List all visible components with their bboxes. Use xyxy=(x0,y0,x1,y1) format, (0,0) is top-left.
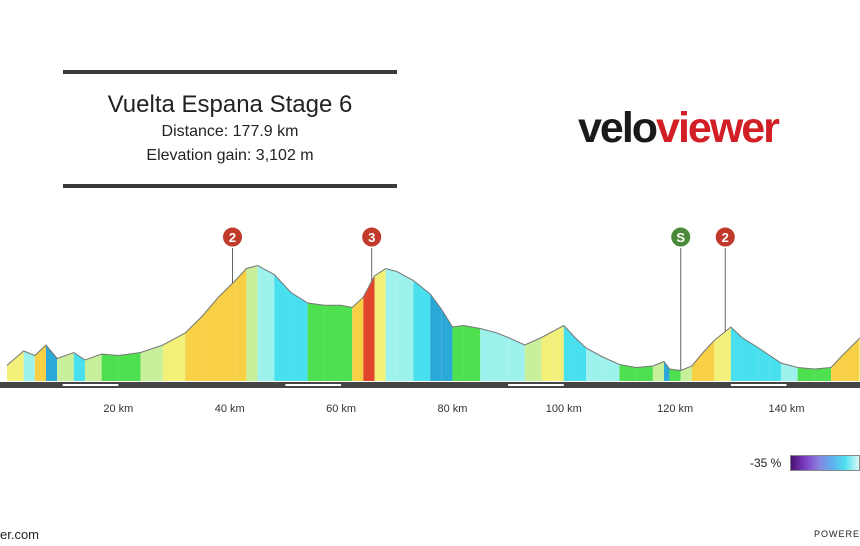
stage-title: Vuelta Espana Stage 6 xyxy=(107,91,353,118)
x-tick-label: 100 km xyxy=(546,403,582,415)
profile-segment xyxy=(84,354,102,381)
profile-segment xyxy=(307,303,325,381)
profile-segment xyxy=(636,366,653,381)
profile-segment xyxy=(758,348,770,381)
axis-stripe xyxy=(508,384,564,386)
profile-segment xyxy=(34,345,46,381)
profile-segment xyxy=(524,337,542,381)
logo-part-velo: velo xyxy=(578,104,658,152)
profile-segment xyxy=(652,361,665,381)
profile-segment xyxy=(118,352,141,381)
stage-elevation-gain: Elevation gain: 3,102 m xyxy=(146,147,314,164)
marker-label: S xyxy=(676,230,685,245)
profile-segment xyxy=(480,328,497,381)
profile-segment xyxy=(814,367,832,381)
sprint-marker xyxy=(670,226,692,248)
profile-segment xyxy=(574,337,587,381)
profile-segment xyxy=(363,276,375,381)
x-tick-label: 80 km xyxy=(437,403,467,415)
profile-segment xyxy=(669,369,681,381)
profile-segment xyxy=(246,265,258,381)
profile-outline xyxy=(6,264,860,372)
profile-segment xyxy=(385,268,397,381)
profile-segment xyxy=(162,333,186,381)
footer-site-text: er.com xyxy=(0,527,40,542)
x-tick-label: 40 km xyxy=(215,403,245,415)
profile-segment xyxy=(831,355,843,381)
gradient-legend-bar xyxy=(790,455,860,471)
profile-segment xyxy=(45,345,58,381)
profile-segment xyxy=(324,305,342,381)
x-tick-label: 120 km xyxy=(657,403,693,415)
profile-segment xyxy=(703,340,715,381)
logo-part-viewer: viewer xyxy=(656,104,780,152)
profile-segment xyxy=(413,280,431,381)
axis-stripe xyxy=(285,384,342,386)
profile-segment xyxy=(730,327,742,381)
profile-segment xyxy=(541,331,553,381)
profile-segment xyxy=(257,265,275,381)
x-tick-label: 60 km xyxy=(326,403,356,415)
profile-segment xyxy=(430,294,442,381)
profile-segment xyxy=(769,355,781,381)
gradient-legend-min-label: -35 % xyxy=(750,456,782,470)
profile-segment xyxy=(185,316,202,381)
profile-segment xyxy=(842,339,859,381)
profile-segment xyxy=(274,274,291,381)
profile-segment xyxy=(7,351,24,381)
profile-segment xyxy=(140,345,163,381)
profile-segment xyxy=(73,352,85,381)
profile-segment xyxy=(664,361,670,381)
profile-segment xyxy=(714,331,726,381)
axis-stripe xyxy=(730,384,787,386)
profile-segment xyxy=(218,280,236,381)
axis-stripe xyxy=(62,384,119,386)
profile-segment xyxy=(57,352,74,381)
profile-segment xyxy=(725,327,731,381)
profile-segment xyxy=(341,305,353,381)
profile-segment xyxy=(586,348,603,381)
profile-segment xyxy=(352,297,364,381)
profile-segment xyxy=(463,325,481,381)
marker-label: 2 xyxy=(722,230,729,245)
profile-segment xyxy=(452,325,464,381)
x-tick-label: 140 km xyxy=(768,403,804,415)
climb-category-marker xyxy=(222,226,244,248)
profile-segment xyxy=(290,292,308,381)
profile-segment xyxy=(374,268,386,381)
climb-category-marker xyxy=(714,226,736,248)
x-tick-label: 20 km xyxy=(103,403,133,415)
profile-segment xyxy=(797,367,815,381)
profile-segment xyxy=(101,354,119,381)
marker-label: 3 xyxy=(368,230,375,245)
profile-segment xyxy=(441,309,453,381)
profile-segment xyxy=(741,337,759,381)
profile-area-layer xyxy=(6,264,860,381)
profile-segment xyxy=(201,297,219,381)
marker-label: 2 xyxy=(229,230,236,245)
stage-distance: Distance: 177.9 km xyxy=(161,123,299,140)
axis-bar xyxy=(0,382,860,388)
climb-markers: 23S21 xyxy=(222,226,736,371)
profile-segment xyxy=(508,337,525,381)
profile-segment xyxy=(496,333,509,381)
profile-segment xyxy=(23,351,35,381)
footer-powered-text: POWERE xyxy=(813,529,860,539)
profile-segment xyxy=(780,363,798,381)
stage-title-box: Vuelta Espana Stage 6 Distance: 177.9 km… xyxy=(63,70,397,188)
profile-segment xyxy=(563,325,575,381)
veloviewer-logo: veloviewer xyxy=(578,104,780,152)
profile-segment xyxy=(396,271,414,381)
profile-segment xyxy=(619,364,637,381)
profile-segment xyxy=(235,268,247,381)
profile-segment xyxy=(691,352,703,381)
climb-category-marker xyxy=(361,226,383,248)
profile-segment xyxy=(552,325,564,381)
